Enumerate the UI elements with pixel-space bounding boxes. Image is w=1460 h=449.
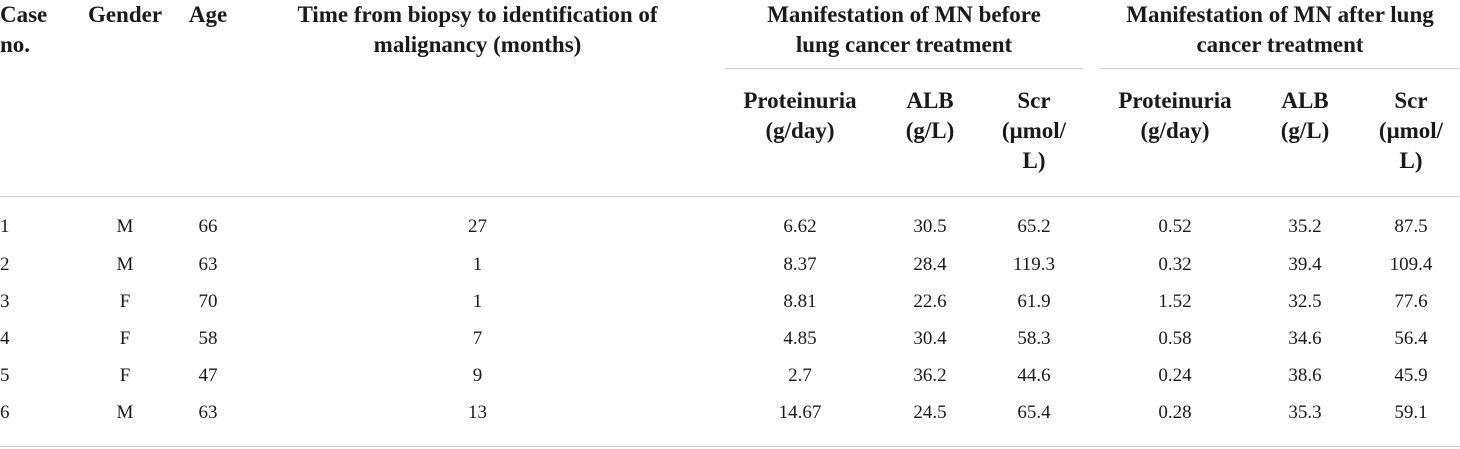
cell-time: 13 bbox=[468, 402, 487, 423]
cell-proteinuria-after: 1.52 bbox=[1158, 291, 1192, 312]
header-alb-before: ALB (g/L) bbox=[905, 88, 955, 143]
cell-proteinuria-before: 4.85 bbox=[783, 328, 817, 349]
group-rule-before bbox=[725, 68, 1083, 69]
header-proteinuria-before: Proteinuria (g/day) bbox=[743, 88, 857, 143]
header-time-to-malignancy: Time from biopsy to identification of ma… bbox=[297, 2, 658, 57]
cell-scr-after: 109.4 bbox=[1389, 254, 1433, 275]
header-age: Age bbox=[188, 2, 228, 27]
cell-case-no: 3 bbox=[0, 291, 10, 312]
header-group-after-treatment: Manifestation of MN after lung cancer tr… bbox=[1126, 2, 1434, 57]
header-proteinuria-after: Proteinuria (g/day) bbox=[1118, 88, 1232, 143]
header-scr-after: Scr (μmol/ L) bbox=[1378, 88, 1444, 173]
cell-scr-after: 56.4 bbox=[1394, 328, 1428, 349]
cell-proteinuria-after: 0.24 bbox=[1158, 365, 1192, 386]
cell-proteinuria-after: 0.32 bbox=[1158, 254, 1192, 275]
cell-time: 9 bbox=[472, 365, 483, 386]
cell-gender: M bbox=[116, 254, 134, 275]
cell-gender: M bbox=[116, 402, 134, 423]
group-rule-after bbox=[1100, 68, 1460, 69]
cell-alb-after: 38.6 bbox=[1288, 365, 1322, 386]
cell-scr-after: 59.1 bbox=[1394, 402, 1428, 423]
header-alb-after: ALB (g/L) bbox=[1280, 88, 1330, 143]
cell-case-no: 5 bbox=[0, 365, 10, 386]
cell-age: 70 bbox=[198, 291, 218, 312]
cell-alb-after: 35.2 bbox=[1288, 216, 1322, 237]
cell-proteinuria-after: 0.28 bbox=[1158, 402, 1192, 423]
cell-case-no: 4 bbox=[0, 328, 10, 349]
cell-time: 1 bbox=[472, 291, 483, 312]
cell-proteinuria-before: 8.81 bbox=[783, 291, 817, 312]
cell-alb-after: 39.4 bbox=[1288, 254, 1322, 275]
cell-alb-before: 30.5 bbox=[913, 216, 947, 237]
cell-time: 27 bbox=[468, 216, 487, 237]
cell-scr-after: 87.5 bbox=[1394, 216, 1428, 237]
header-case-no: Case no. bbox=[0, 2, 48, 57]
cell-alb-before: 30.4 bbox=[913, 328, 947, 349]
cell-case-no: 2 bbox=[0, 254, 10, 275]
cell-scr-before: 65.2 bbox=[1017, 216, 1051, 237]
cell-alb-after: 35.3 bbox=[1288, 402, 1322, 423]
cell-scr-before: 44.6 bbox=[1017, 365, 1051, 386]
header-scr-before: Scr (μmol/ L) bbox=[1001, 88, 1067, 173]
cell-scr-before: 65.4 bbox=[1017, 402, 1051, 423]
cell-scr-before: 58.3 bbox=[1017, 328, 1051, 349]
cell-gender: F bbox=[119, 291, 131, 312]
cell-proteinuria-before: 8.37 bbox=[783, 254, 817, 275]
cell-alb-before: 36.2 bbox=[913, 365, 947, 386]
cell-proteinuria-after: 0.52 bbox=[1158, 216, 1192, 237]
table-row: 1 M 66 27 6.62 30.5 65.2 0.52 35.2 87.5 bbox=[0, 208, 1460, 245]
table-bottom-rule bbox=[0, 446, 1460, 447]
table-row: 2 M 63 1 8.37 28.4 119.3 0.32 39.4 109.4 bbox=[0, 246, 1460, 283]
cell-alb-after: 34.6 bbox=[1288, 328, 1322, 349]
cell-proteinuria-after: 0.58 bbox=[1158, 328, 1192, 349]
cell-gender: F bbox=[119, 328, 131, 349]
table-row: 3 F 70 1 8.81 22.6 61.9 1.52 32.5 77.6 bbox=[0, 283, 1460, 320]
cell-age: 47 bbox=[198, 365, 218, 386]
cell-case-no: 6 bbox=[0, 402, 10, 423]
cell-gender: M bbox=[116, 216, 134, 237]
cell-proteinuria-before: 14.67 bbox=[778, 402, 822, 423]
cell-age: 66 bbox=[198, 216, 218, 237]
cell-scr-before: 61.9 bbox=[1017, 291, 1051, 312]
table-row: 5 F 47 9 2.7 36.2 44.6 0.24 38.6 45.9 bbox=[0, 357, 1460, 394]
cell-proteinuria-before: 2.7 bbox=[788, 365, 812, 386]
cell-age: 63 bbox=[198, 402, 218, 423]
cell-age: 58 bbox=[198, 328, 218, 349]
cell-time: 1 bbox=[472, 254, 483, 275]
header-gender: Gender bbox=[87, 2, 163, 27]
cell-proteinuria-before: 6.62 bbox=[783, 216, 817, 237]
cell-alb-before: 22.6 bbox=[913, 291, 947, 312]
cell-alb-before: 24.5 bbox=[913, 402, 947, 423]
cell-gender: F bbox=[119, 365, 131, 386]
header-group-before-treatment: Manifestation of MN before lung cancer t… bbox=[767, 2, 1041, 57]
cell-scr-after: 77.6 bbox=[1394, 291, 1428, 312]
cell-scr-before: 119.3 bbox=[1012, 254, 1056, 275]
table-row: 4 F 58 7 4.85 30.4 58.3 0.58 34.6 56.4 bbox=[0, 320, 1460, 357]
header-bottom-rule bbox=[0, 196, 1460, 197]
cell-age: 63 bbox=[198, 254, 218, 275]
cell-scr-after: 45.9 bbox=[1394, 365, 1428, 386]
cell-alb-after: 32.5 bbox=[1288, 291, 1322, 312]
table-row: 6 M 63 13 14.67 24.5 65.4 0.28 35.3 59.1 bbox=[0, 394, 1460, 431]
cell-time: 7 bbox=[472, 328, 483, 349]
cell-alb-before: 28.4 bbox=[913, 254, 947, 275]
cell-case-no: 1 bbox=[0, 216, 10, 237]
